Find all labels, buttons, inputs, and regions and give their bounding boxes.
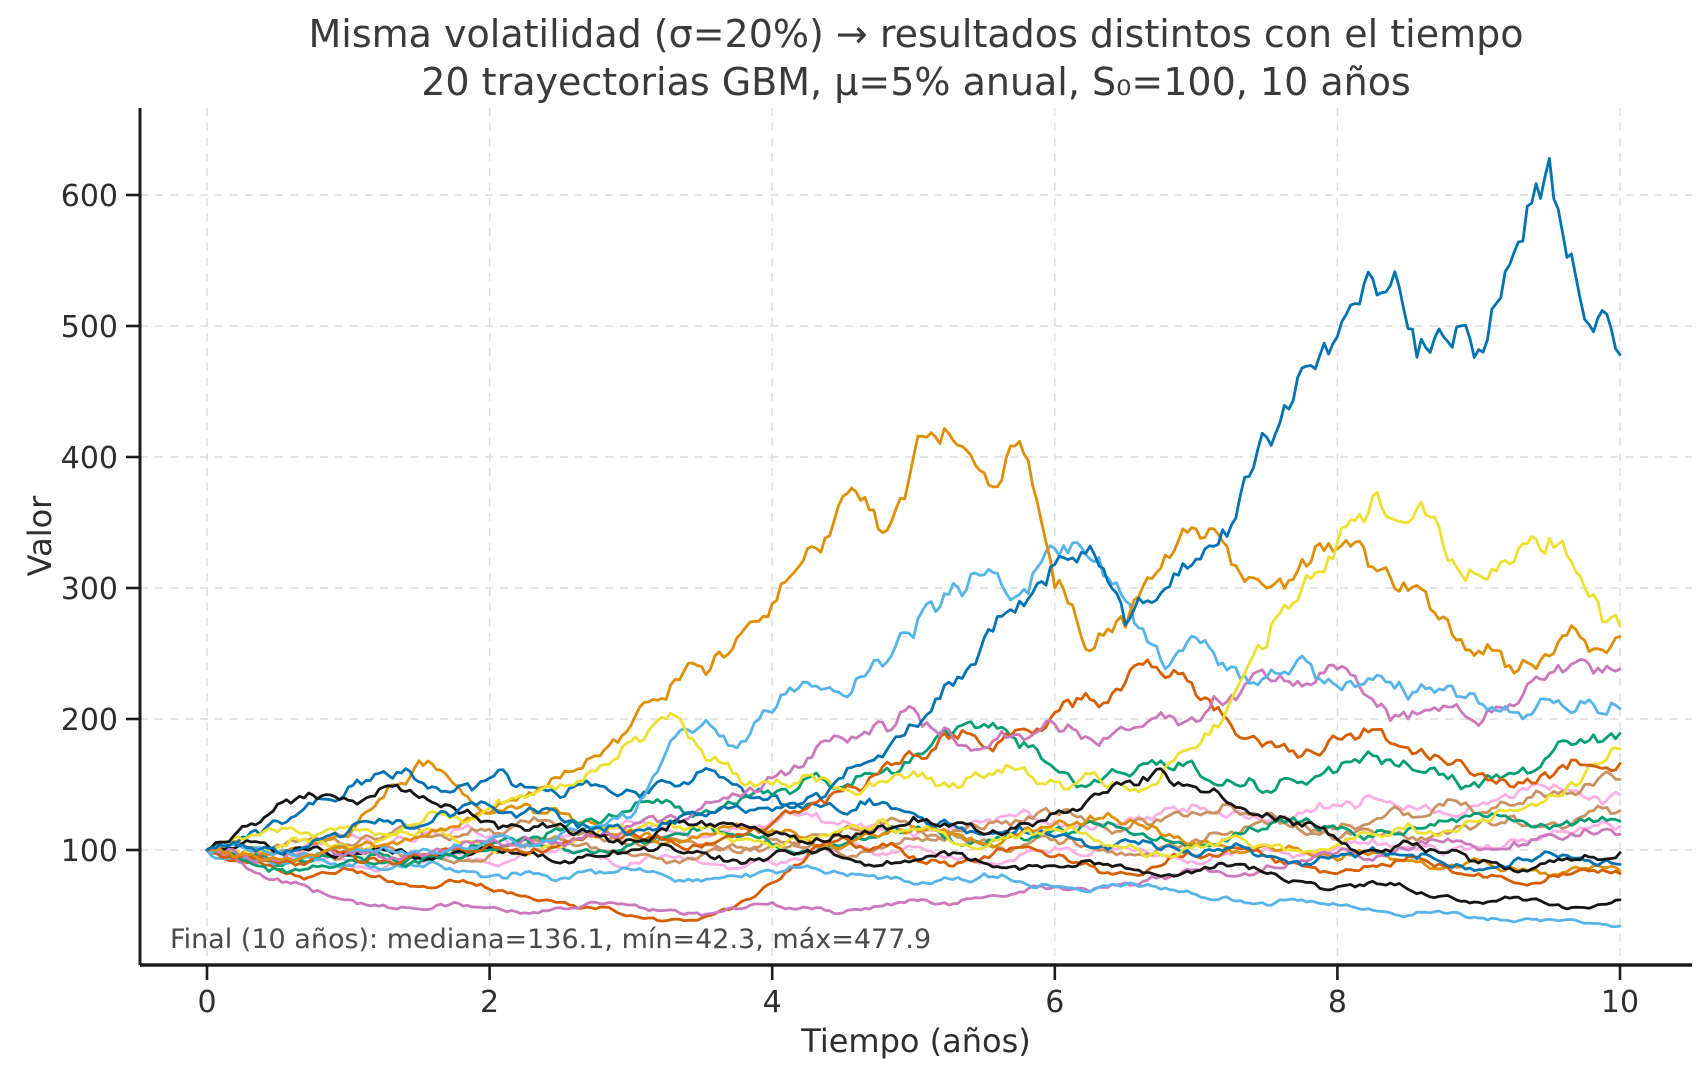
trayectoria-negro-1 — [205, 767, 1622, 874]
chart-subtitle: 20 trayectorias GBM, μ=5% anual, S₀=100,… — [421, 60, 1411, 104]
y-tick-label-600: 600 — [61, 179, 118, 214]
trayectoria-rosa-2 — [205, 827, 1622, 917]
x-tick-label-8: 8 — [1328, 985, 1347, 1020]
y-tick-label-200: 200 — [61, 703, 118, 738]
chart-title-block: Misma volatilidad (σ=20%) → resultados d… — [140, 10, 1692, 106]
x-axis-label: Tiempo (años) — [801, 1022, 1031, 1060]
y-axis-label: Valor — [21, 495, 59, 577]
x-tick-label-6: 6 — [1045, 985, 1064, 1020]
trayectoria-azul-2 — [205, 766, 1622, 873]
trayectoria-rosa-1 — [205, 658, 1622, 865]
trayectoria-amarillo-1 — [205, 490, 1622, 852]
trayectoria-celeste-2 — [205, 848, 1622, 929]
trayectoria-bermellon-2 — [205, 835, 1622, 923]
x-tick-label-2: 2 — [480, 985, 499, 1020]
y-tick-label-500: 500 — [61, 310, 118, 345]
x-tick-label-0: 0 — [197, 985, 216, 1020]
x-tick-label-10: 10 — [1601, 985, 1639, 1020]
chart-title: Misma volatilidad (σ=20%) → resultados d… — [308, 12, 1524, 56]
x-tick-label-4: 4 — [763, 985, 782, 1020]
final-stats-annotation: Final (10 años): mediana=136.1, mín=42.3… — [170, 924, 932, 955]
trayectoria-dorado-1 — [205, 427, 1622, 863]
y-tick-label-300: 300 — [61, 572, 118, 607]
trayectoria-amarillo-2 — [205, 746, 1622, 859]
y-tick-label-400: 400 — [61, 441, 118, 476]
trayectoria-azul-1 — [205, 156, 1622, 856]
y-tick-label-100: 100 — [61, 834, 118, 869]
trayectoria-celeste-1 — [205, 541, 1622, 859]
